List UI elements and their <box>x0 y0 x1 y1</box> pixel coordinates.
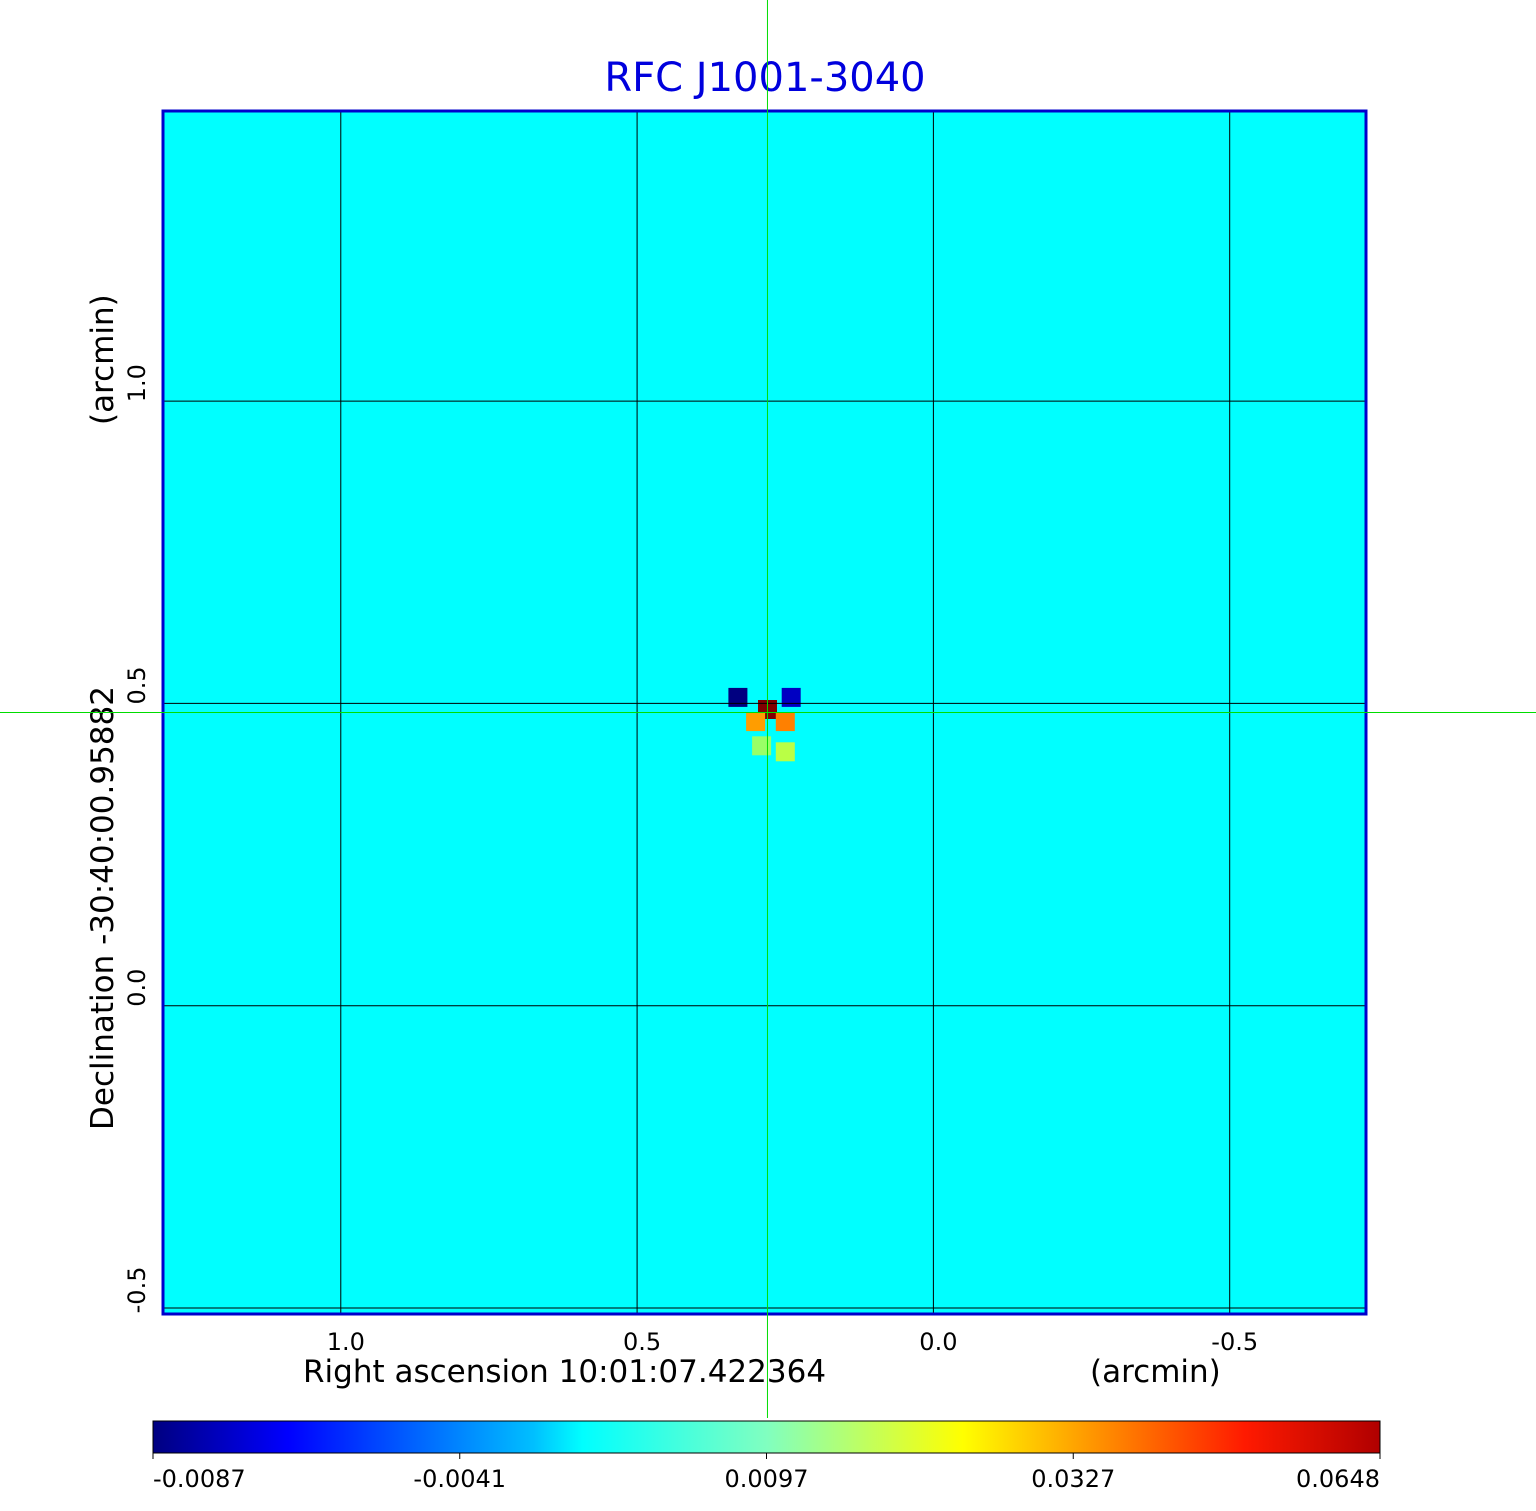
y-axis-label: Declination -30:40:00.95882 <box>85 686 121 1130</box>
x-tick-label-0: 1.0 <box>327 1328 365 1356</box>
chart-title: RFC J1001-3040 <box>604 55 925 101</box>
colorbar-gradient <box>152 1420 1381 1454</box>
y-tick-label-1: 0.5 <box>123 666 151 704</box>
source-pixel-2 <box>746 712 766 732</box>
colorbar-tick-label-1: -0.0041 <box>413 1465 506 1493</box>
colorbar-tick-label-0: -0.0087 <box>153 1465 246 1493</box>
source-pixel-3 <box>728 687 748 707</box>
colorbar: -0.0087 -0.0041 0.0097 0.0327 0.0648 <box>152 1420 1381 1493</box>
colorbar-tick-label-3: 0.0327 <box>1031 1465 1115 1493</box>
source-pixel-6 <box>752 736 772 756</box>
x-tick-label-3: -0.5 <box>1211 1328 1258 1356</box>
source-pixel-1 <box>775 712 795 732</box>
y-tick-label-0: 1.0 <box>123 364 151 402</box>
y-tick-label-3: -0.5 <box>123 1267 151 1314</box>
source-pixel-4 <box>781 687 801 707</box>
crosshair <box>0 0 1536 1418</box>
x-axis-label: Right ascension 10:01:07.422364 <box>303 1354 826 1390</box>
source-pixel-5 <box>775 742 795 762</box>
y-tick-labels: 1.0 0.5 0.0 -0.5 <box>123 364 151 1313</box>
x-axis-unit: (arcmin) <box>1090 1354 1221 1390</box>
colorbar-tick-label-4: 0.0648 <box>1296 1465 1380 1493</box>
y-tick-label-2: 0.0 <box>123 969 151 1007</box>
y-axis-unit: (arcmin) <box>85 294 121 425</box>
x-tick-label-2: 0.0 <box>919 1328 957 1356</box>
source-features <box>728 687 801 762</box>
colorbar-tick-label-2: 0.0097 <box>725 1465 809 1493</box>
x-tick-label-1: 0.5 <box>623 1328 661 1356</box>
x-tick-labels: 1.0 0.5 0.0 -0.5 <box>327 1328 1258 1356</box>
colorbar-tick-labels: -0.0087 -0.0041 0.0097 0.0327 0.0648 <box>152 1453 1381 1493</box>
